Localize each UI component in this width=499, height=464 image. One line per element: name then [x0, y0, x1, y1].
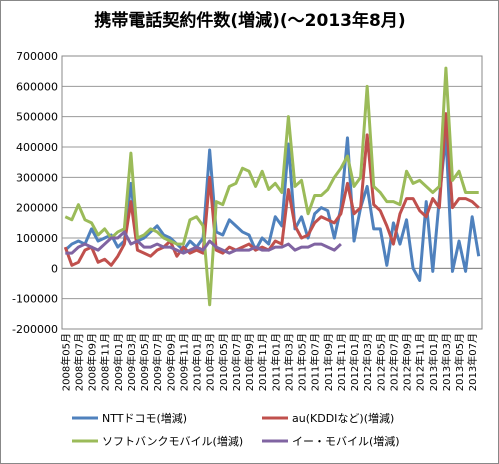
x-tick-label: 2010年09月 [243, 333, 256, 391]
x-tick-label: 2008年07月 [72, 333, 85, 391]
legend-label: ソフトバンクモバイル(増減) [102, 434, 243, 448]
x-tick-label: 2010年01月 [191, 333, 204, 391]
x-tick-label: 2012年03月 [361, 333, 374, 391]
y-tick-label: 300000 [16, 171, 58, 184]
legend-label: au(KDDIなど)(増減) [292, 411, 394, 425]
x-tick-label: 2009年01月 [112, 333, 125, 391]
y-tick-label: 700000 [16, 50, 58, 63]
x-tick-label: 2010年11月 [256, 333, 269, 391]
x-tick-label: 2012年05月 [374, 333, 387, 391]
chart-title: 携帯電話契約件数(増減)(～2013年8月) [94, 10, 405, 31]
x-tick-label: 2013年03月 [440, 333, 453, 391]
x-tick-label: 2011年05月 [296, 333, 309, 391]
legend-label: NTTドコモ(増減) [102, 411, 187, 425]
x-tick-label: 2011年01月 [269, 333, 282, 391]
y-tick-label: -200000 [12, 323, 58, 336]
x-tick-label: 2008年05月 [59, 333, 72, 391]
x-tick-label: 2008年09月 [86, 333, 99, 391]
x-tick-label: 2013年01月 [427, 333, 440, 391]
y-tick-label: 200000 [16, 202, 58, 215]
series-line [65, 230, 342, 255]
x-tick-label: 2013年05月 [453, 333, 466, 391]
x-tick-label: 2010年05月 [217, 333, 230, 391]
x-tick-label: 2009年05月 [138, 333, 151, 391]
x-tick-label: 2013年07月 [466, 333, 479, 391]
x-tick-label: 2008年11月 [99, 333, 112, 391]
x-tick-label: 2012年07月 [387, 333, 400, 391]
x-tick-label: 2012年11月 [414, 333, 427, 391]
x-tick-label: 2009年03月 [125, 333, 138, 391]
y-tick-label: 0 [51, 262, 58, 275]
x-tick-label: 2012年09月 [401, 333, 414, 391]
x-tick-label: 2009年11月 [177, 333, 190, 391]
x-tick-label: 2009年07月 [151, 333, 164, 391]
x-tick-label: 2011年09月 [322, 333, 335, 391]
x-tick-label: 2012年01月 [348, 333, 361, 391]
y-tick-label: 100000 [16, 232, 58, 245]
series-line [64, 66, 479, 307]
y-tick-label: 600000 [16, 80, 58, 93]
series-line [63, 112, 480, 267]
y-tick-label: -100000 [12, 293, 58, 306]
y-tick-label: 500000 [16, 111, 58, 124]
x-tick-label: 2009年09月 [164, 333, 177, 391]
legend-label: イー・モバイル(増減) [292, 434, 400, 448]
y-tick-label: 400000 [16, 141, 58, 154]
x-tick-label: 2010年03月 [204, 333, 217, 391]
plot-frame [61, 55, 483, 330]
x-tick-label: 2011年03月 [282, 333, 295, 391]
x-tick-label: 2010年07月 [230, 333, 243, 391]
x-tick-label: 2011年07月 [309, 333, 322, 391]
x-tick-label: 2011年11月 [335, 333, 348, 391]
